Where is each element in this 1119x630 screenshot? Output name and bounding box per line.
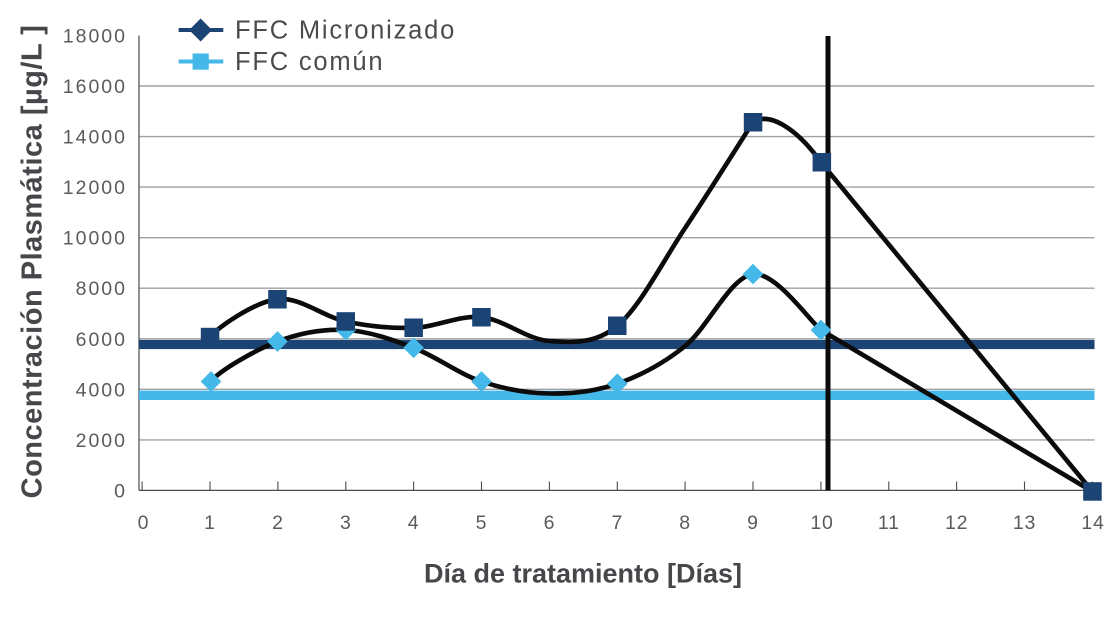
svg-text:4: 4 <box>408 512 420 534</box>
svg-text:0: 0 <box>114 480 127 502</box>
svg-text:FFC Micronizado: FFC Micronizado <box>235 17 456 45</box>
svg-text:8000: 8000 <box>76 278 127 300</box>
svg-text:3: 3 <box>340 512 352 534</box>
svg-text:8: 8 <box>679 512 691 534</box>
svg-text:18000: 18000 <box>63 26 127 48</box>
svg-text:Día de tratamiento [Días]: Día de tratamiento [Días] <box>424 559 742 589</box>
svg-text:2: 2 <box>272 512 284 534</box>
svg-text:Concentración Plasmática [µg/L: Concentración Plasmática [µg/L ] <box>17 25 49 499</box>
svg-text:13: 13 <box>1013 512 1036 534</box>
svg-text:FFC común: FFC común <box>235 48 384 76</box>
svg-text:6: 6 <box>544 512 556 534</box>
svg-text:4000: 4000 <box>76 379 127 401</box>
svg-text:1: 1 <box>204 512 216 534</box>
svg-text:2000: 2000 <box>76 430 127 452</box>
svg-text:10000: 10000 <box>63 228 127 250</box>
svg-text:0: 0 <box>138 512 150 534</box>
svg-text:7: 7 <box>611 512 623 534</box>
svg-text:12: 12 <box>945 512 968 534</box>
svg-text:9: 9 <box>747 512 759 534</box>
svg-text:5: 5 <box>476 512 488 534</box>
svg-text:12000: 12000 <box>63 177 127 199</box>
svg-text:10: 10 <box>810 512 833 534</box>
svg-text:6000: 6000 <box>76 329 127 351</box>
svg-text:16000: 16000 <box>63 76 127 98</box>
svg-text:14: 14 <box>1081 512 1104 534</box>
svg-text:11: 11 <box>878 512 900 534</box>
svg-text:14000: 14000 <box>63 127 127 149</box>
